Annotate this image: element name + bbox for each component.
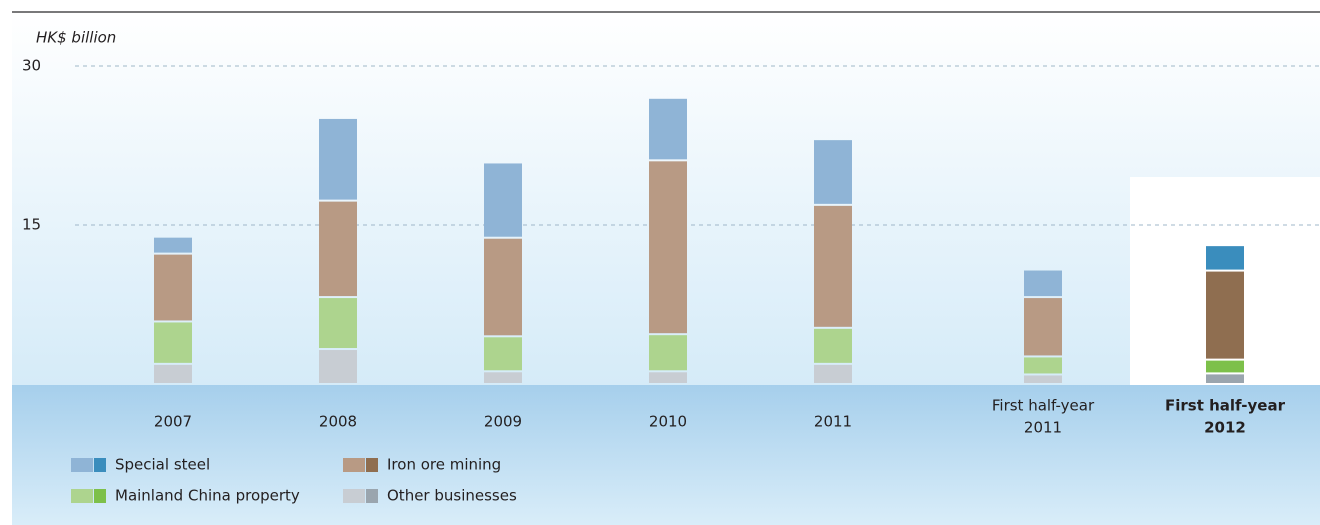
bar-segment	[319, 350, 357, 383]
bar-segment	[1206, 374, 1244, 383]
bar-segment	[1024, 298, 1062, 356]
legend-swatch	[343, 489, 365, 503]
bar-segment	[319, 118, 357, 200]
bar-segment	[484, 163, 522, 237]
x-tick-label: 2007	[154, 413, 192, 431]
x-tick-label: First half-year	[1165, 397, 1286, 415]
bar-segment	[814, 140, 852, 204]
y-axis-label: HK$ billion	[36, 29, 116, 47]
legend-swatch	[343, 458, 365, 472]
bar-segment	[319, 201, 357, 297]
bar-segment	[1206, 360, 1244, 373]
bar-segment	[1206, 271, 1244, 359]
bar-segment	[484, 238, 522, 336]
legend-swatch-highlight	[94, 489, 106, 503]
bar-segment	[649, 372, 687, 383]
legend-label: Iron ore mining	[387, 456, 501, 474]
legend-label: Other businesses	[387, 487, 517, 505]
bar-segment	[484, 337, 522, 371]
bar-segment	[1206, 246, 1244, 270]
bar-segment	[154, 254, 192, 321]
legend-label: Mainland China property	[115, 487, 300, 505]
legend-swatch-highlight	[366, 458, 378, 472]
x-tick-label: 2011	[1024, 419, 1062, 437]
legend-swatch	[71, 489, 93, 503]
x-tick-label: 2010	[649, 413, 687, 431]
bar-segment	[649, 161, 687, 334]
bar-segment	[154, 364, 192, 383]
legend-label: Special steel	[115, 456, 210, 474]
bar-segment	[154, 322, 192, 363]
bar-segment	[484, 372, 522, 383]
x-tick-label: First half-year	[992, 397, 1095, 415]
legend-swatch-highlight	[366, 489, 378, 503]
bar-segment	[814, 205, 852, 327]
bar-segment	[1024, 375, 1062, 383]
bar-segment	[814, 364, 852, 383]
bar-segment	[154, 237, 192, 253]
bar-segment	[319, 298, 357, 349]
x-tick-label: 2009	[484, 413, 522, 431]
footer-band	[12, 385, 1320, 525]
bar-segment	[649, 335, 687, 371]
x-tick-label: 2011	[814, 413, 852, 431]
y-tick-label: 15	[22, 216, 41, 234]
bar-segment	[1024, 270, 1062, 297]
y-tick-label: 30	[22, 57, 41, 75]
x-tick-label: 2012	[1204, 419, 1246, 437]
legend-swatch-highlight	[94, 458, 106, 472]
bar-segment	[814, 328, 852, 363]
bar-segment	[1024, 357, 1062, 374]
bar-segment	[649, 98, 687, 160]
x-tick-label: 2008	[319, 413, 357, 431]
legend-swatch	[71, 458, 93, 472]
